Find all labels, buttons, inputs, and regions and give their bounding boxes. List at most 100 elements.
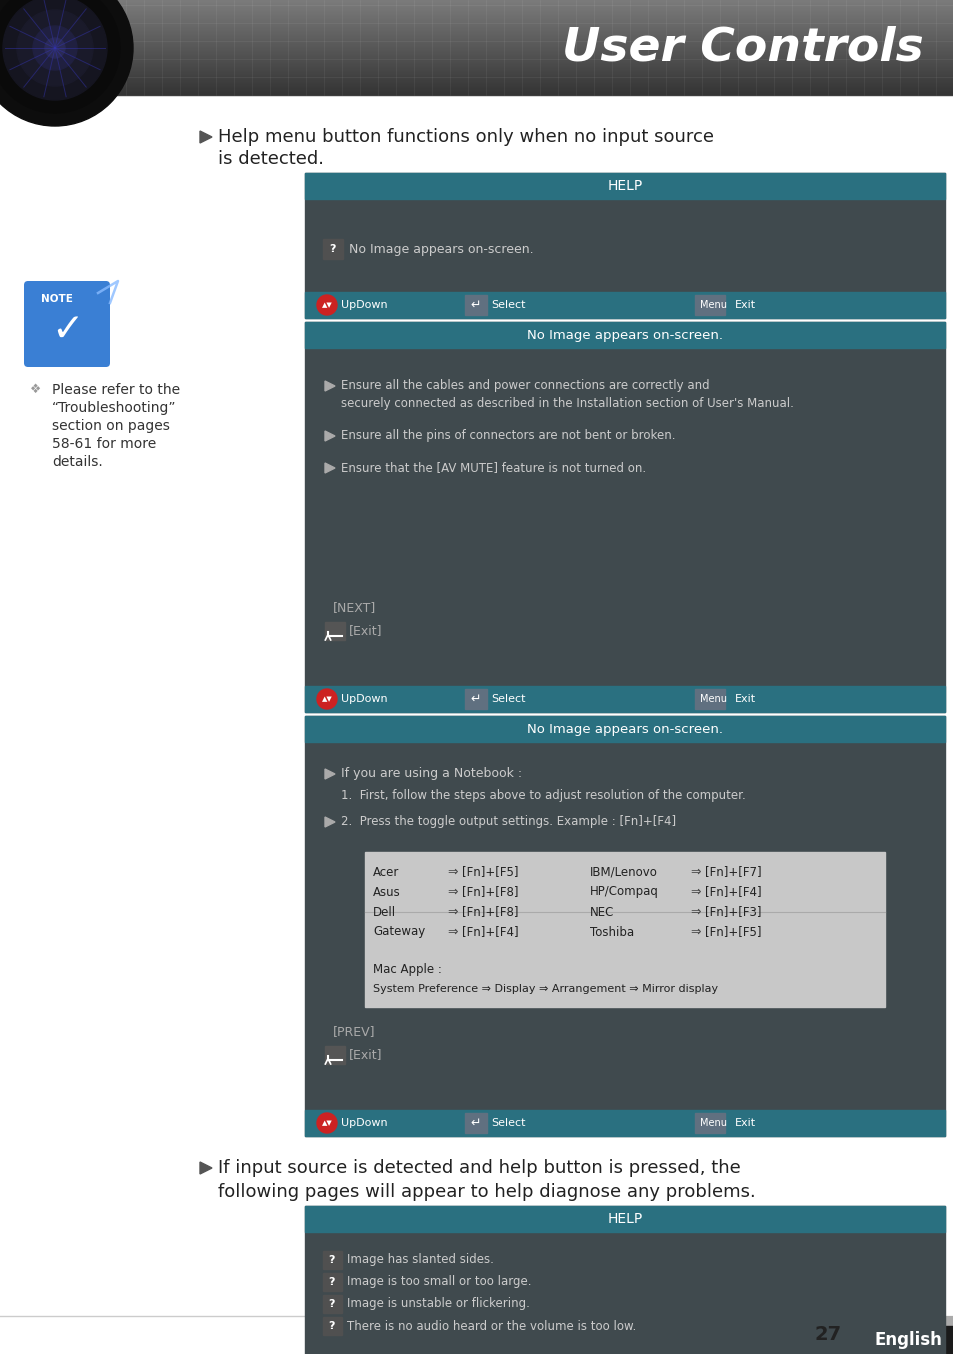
Text: IBM/Lenovo: IBM/Lenovo (589, 865, 658, 879)
Text: Acer: Acer (373, 865, 399, 879)
Text: No Image appears on-screen.: No Image appears on-screen. (526, 723, 722, 735)
Bar (325, 1047, 345, 1064)
Bar (323, 1273, 341, 1290)
Text: ⇒: ⇒ (689, 906, 700, 918)
Text: [Fn]+[F7]: [Fn]+[F7] (704, 865, 760, 879)
Bar (305, 1206, 944, 1354)
Text: [Fn]+[F8]: [Fn]+[F8] (461, 886, 518, 899)
Text: ▲▼: ▲▼ (321, 302, 332, 307)
Text: ↵: ↵ (470, 1117, 480, 1129)
Bar (305, 716, 944, 1136)
Bar (464, 295, 486, 315)
Text: Exit: Exit (734, 695, 756, 704)
Text: details.: details. (52, 455, 103, 468)
Text: [NEXT]: [NEXT] (333, 601, 375, 615)
Text: Ensure all the cables and power connections are correctly and: Ensure all the cables and power connecti… (340, 379, 709, 393)
Bar (305, 173, 944, 199)
Text: ?: ? (329, 1277, 335, 1288)
Text: ⇒: ⇒ (689, 886, 700, 899)
Text: Mac Apple :: Mac Apple : (373, 963, 441, 975)
Text: ?: ? (330, 244, 335, 255)
Text: ⇒: ⇒ (447, 926, 457, 938)
Circle shape (316, 689, 336, 709)
Text: ?: ? (329, 1255, 335, 1265)
Text: Ensure that the [AV MUTE] feature is not turned on.: Ensure that the [AV MUTE] feature is not… (340, 462, 645, 474)
Text: ?: ? (329, 1322, 335, 1331)
Text: “Troubleshooting”: “Troubleshooting” (52, 401, 176, 414)
Text: UpDown: UpDown (340, 301, 387, 310)
Polygon shape (325, 769, 335, 779)
Bar (305, 1110, 944, 1136)
Text: [Fn]+[F8]: [Fn]+[F8] (461, 906, 518, 918)
Text: ⇒: ⇒ (447, 906, 457, 918)
Text: Image is unstable or flickering.: Image is unstable or flickering. (347, 1297, 529, 1311)
Text: ✓: ✓ (51, 311, 83, 349)
Bar (323, 1251, 341, 1269)
Bar (464, 1113, 486, 1133)
Text: Image is too small or too large.: Image is too small or too large. (347, 1275, 531, 1289)
Text: is detected.: is detected. (218, 150, 324, 168)
Bar (305, 686, 944, 712)
Text: 58-61 for more: 58-61 for more (52, 437, 156, 451)
Bar (695, 689, 724, 709)
Bar (305, 716, 944, 742)
Bar (365, 852, 884, 1007)
Text: Help menu button functions only when no input source: Help menu button functions only when no … (218, 129, 713, 146)
Bar (305, 1206, 944, 1232)
Text: ?: ? (329, 1298, 335, 1309)
Text: No Image appears on-screen.: No Image appears on-screen. (349, 242, 533, 256)
Text: 2.  Press the toggle output settings. Example : [Fn]+[F4]: 2. Press the toggle output settings. Exa… (340, 815, 676, 829)
Text: section on pages: section on pages (52, 418, 170, 433)
Text: Exit: Exit (734, 1118, 756, 1128)
Text: If input source is detected and help button is pressed, the: If input source is detected and help but… (218, 1159, 740, 1177)
Text: Toshiba: Toshiba (589, 926, 634, 938)
Text: Please refer to the: Please refer to the (52, 383, 180, 397)
Polygon shape (200, 1162, 212, 1174)
Polygon shape (809, 1316, 953, 1354)
Text: HELP: HELP (607, 1212, 642, 1225)
Bar (464, 689, 486, 709)
Text: [Fn]+[F3]: [Fn]+[F3] (704, 906, 760, 918)
Text: User Controls: User Controls (561, 26, 923, 70)
Polygon shape (200, 131, 212, 144)
Text: HP/Compaq: HP/Compaq (589, 886, 659, 899)
Text: ▲▼: ▲▼ (321, 696, 332, 701)
Text: Asus: Asus (373, 886, 400, 899)
Circle shape (0, 0, 132, 126)
Text: There is no audio heard or the volume is too low.: There is no audio heard or the volume is… (347, 1320, 636, 1332)
Bar (323, 1317, 341, 1335)
Text: No Image appears on-screen.: No Image appears on-screen. (526, 329, 722, 341)
Text: Select: Select (491, 301, 525, 310)
Bar (325, 621, 345, 640)
Text: Exit: Exit (734, 301, 756, 310)
Circle shape (316, 295, 336, 315)
Text: Gateway: Gateway (373, 926, 425, 938)
Circle shape (0, 0, 120, 112)
Text: NEC: NEC (589, 906, 614, 918)
Text: 1.  First, follow the steps above to adjust resolution of the computer.: 1. First, follow the steps above to adju… (340, 789, 745, 803)
Circle shape (17, 9, 92, 87)
Text: [Fn]+[F4]: [Fn]+[F4] (704, 886, 760, 899)
Circle shape (33, 26, 77, 70)
Text: ⇒: ⇒ (447, 886, 457, 899)
Circle shape (45, 38, 65, 58)
Text: ⇒: ⇒ (689, 926, 700, 938)
Polygon shape (844, 1316, 953, 1326)
Bar (695, 1113, 724, 1133)
Text: [Exit]: [Exit] (349, 624, 382, 638)
Bar (305, 322, 944, 348)
Text: English: English (873, 1331, 941, 1349)
Bar (305, 292, 944, 318)
Text: Menu: Menu (700, 695, 726, 704)
Text: UpDown: UpDown (340, 695, 387, 704)
Text: System Preference ⇒ Display ⇒ Arrangement ⇒ Mirror display: System Preference ⇒ Display ⇒ Arrangemen… (373, 984, 718, 994)
Text: 27: 27 (814, 1324, 841, 1343)
Text: Ensure all the pins of connectors are not bent or broken.: Ensure all the pins of connectors are no… (340, 429, 675, 443)
Text: NOTE: NOTE (41, 294, 72, 305)
Polygon shape (325, 380, 335, 391)
Text: [PREV]: [PREV] (333, 1025, 375, 1039)
Text: ↵: ↵ (470, 298, 480, 311)
Text: ⇒: ⇒ (689, 865, 700, 879)
Bar (695, 295, 724, 315)
Text: HELP: HELP (607, 179, 642, 194)
